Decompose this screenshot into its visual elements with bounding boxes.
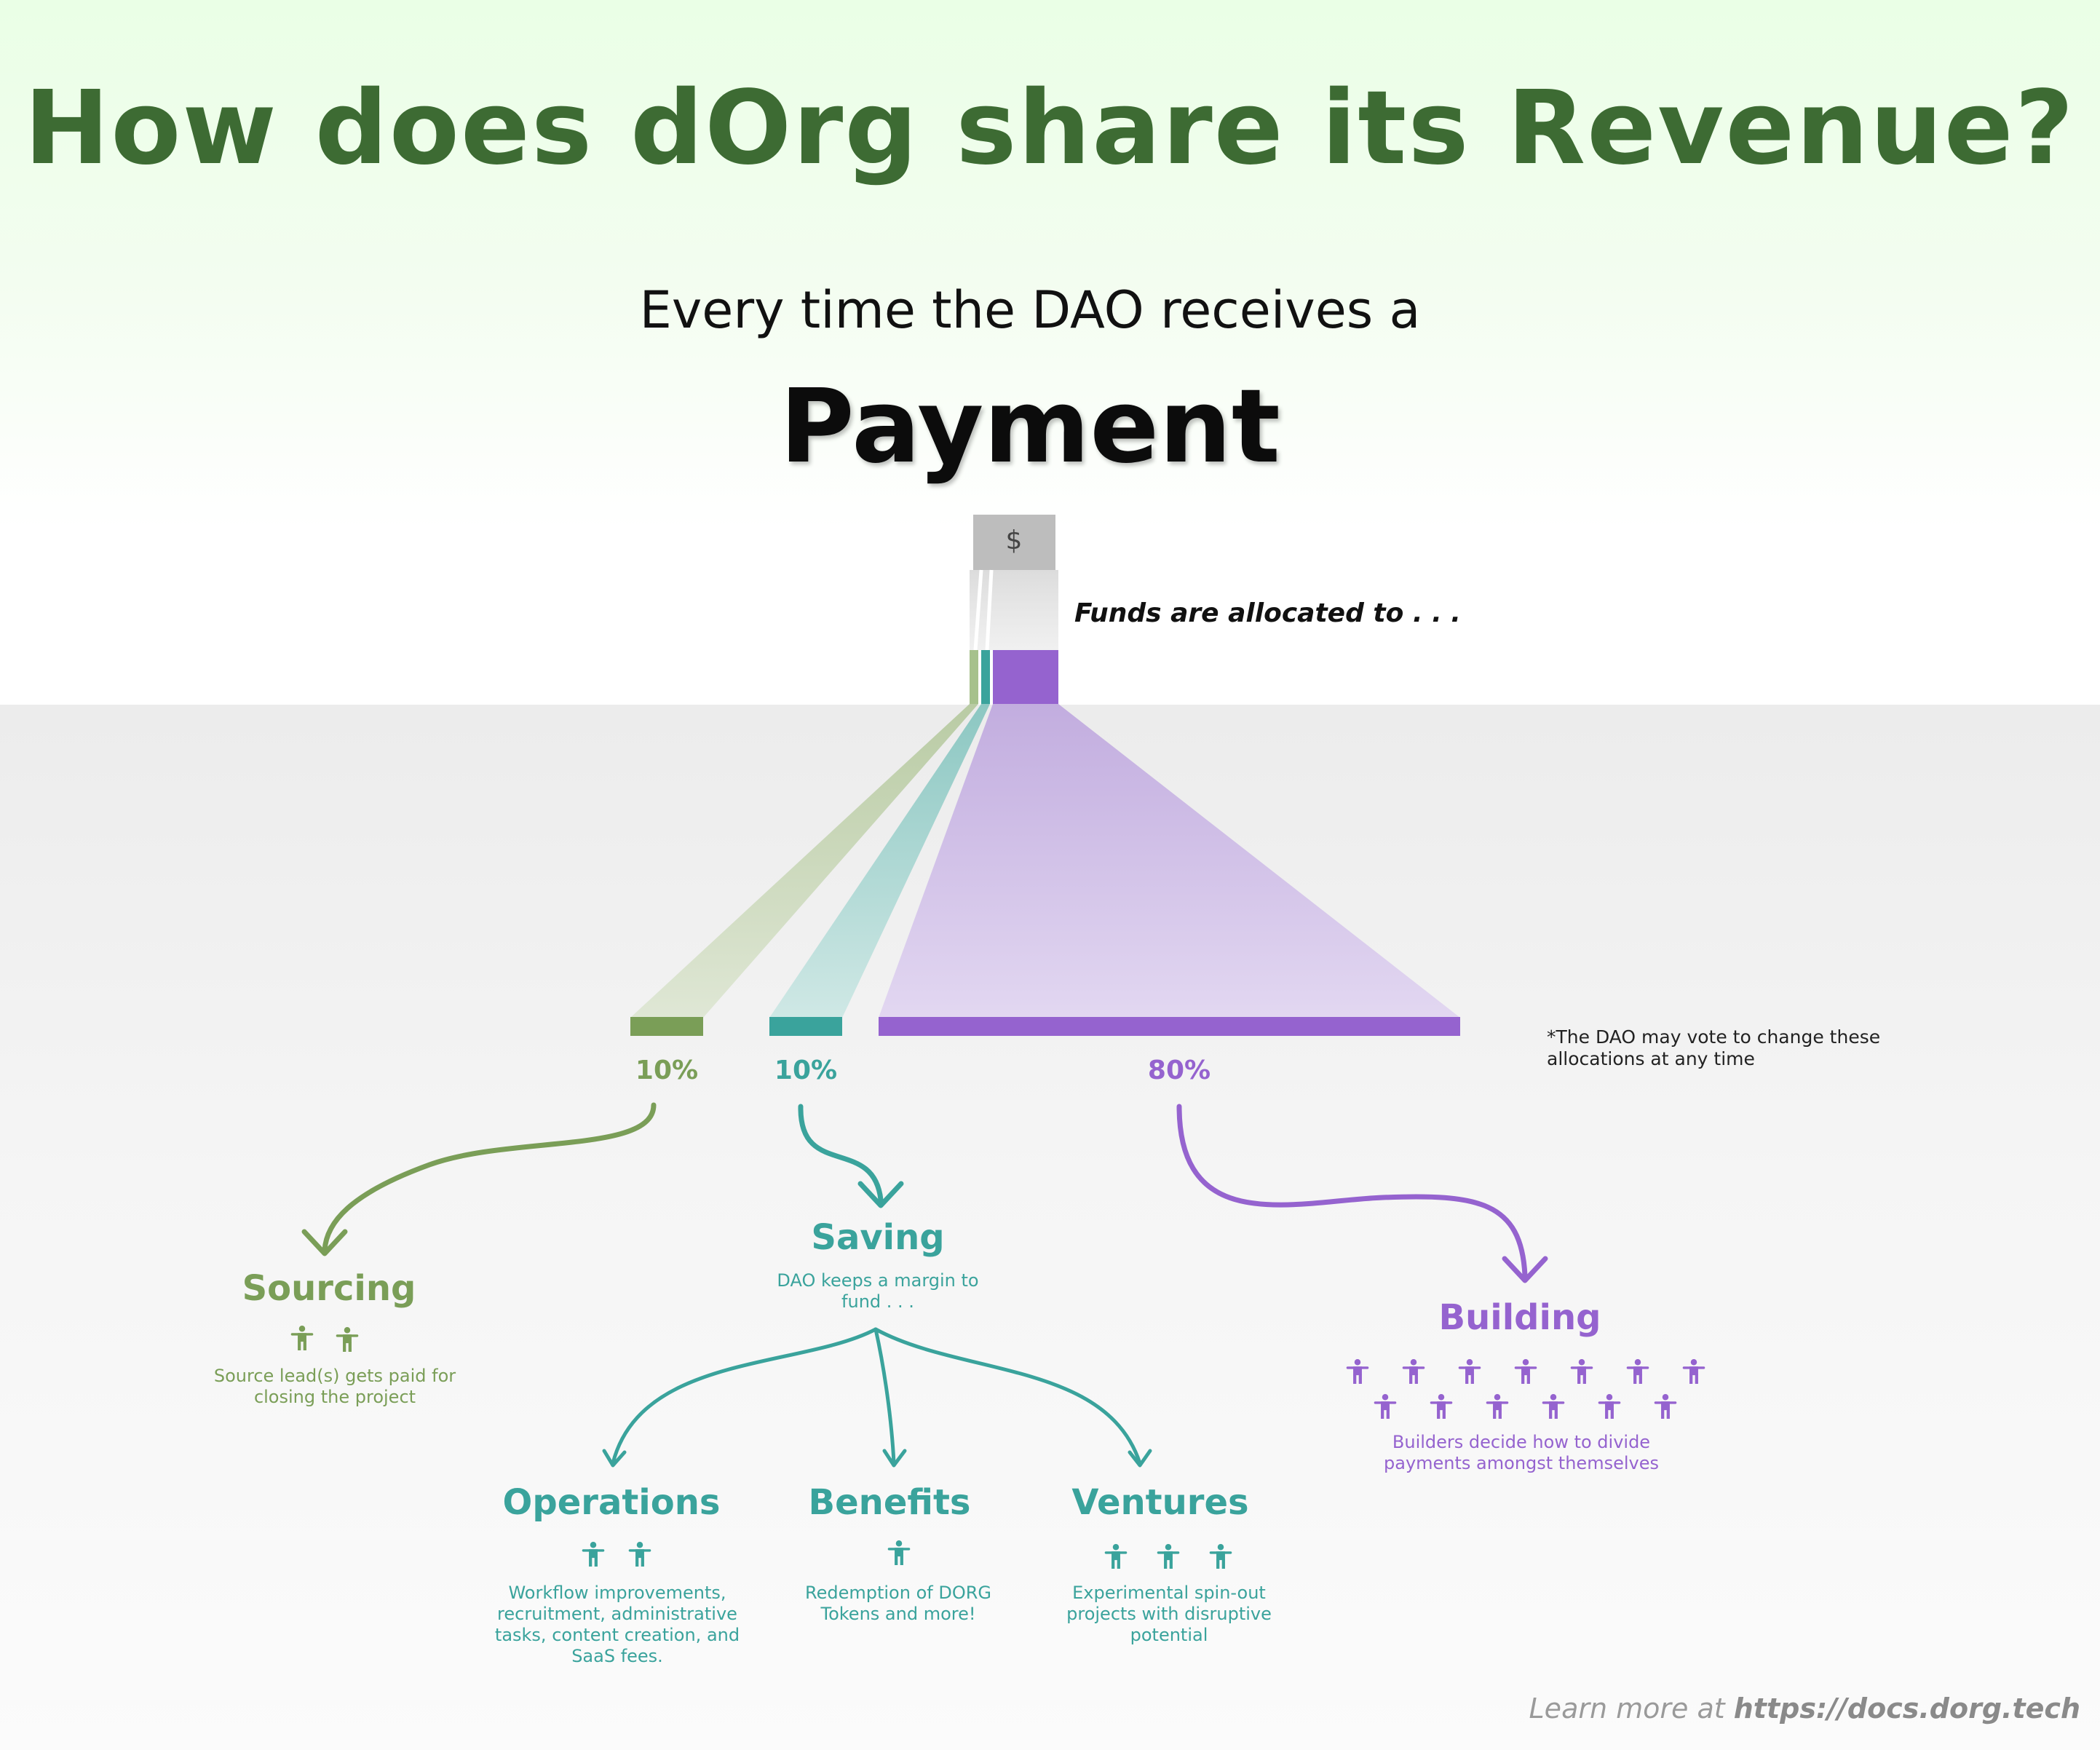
bar-sourcing bbox=[630, 1017, 703, 1036]
footer-learn-more: Learn more at https://docs.dorg.tech bbox=[1529, 1692, 2080, 1725]
person-icon bbox=[1570, 1359, 1593, 1384]
subtitle: Every time the DAO receives a bbox=[639, 280, 1421, 340]
person-icon bbox=[1346, 1359, 1369, 1384]
person-icon bbox=[1374, 1394, 1397, 1419]
person-icon bbox=[1654, 1394, 1677, 1419]
arrowhead-building bbox=[1502, 1256, 1548, 1283]
flow-saving bbox=[769, 704, 990, 1018]
footer-prefix: Learn more at bbox=[1529, 1692, 1734, 1725]
person-icon bbox=[1626, 1359, 1649, 1384]
docs-link[interactable]: https://docs.dorg.tech bbox=[1733, 1692, 2080, 1725]
percent-building: 80% bbox=[1147, 1056, 1211, 1085]
branch-to-operations bbox=[611, 1327, 878, 1465]
operations-description: Workflow improvements, recruitment, admi… bbox=[494, 1583, 740, 1666]
ventures-people bbox=[1104, 1544, 1232, 1569]
operations-people bbox=[582, 1542, 651, 1567]
person-icon bbox=[1598, 1394, 1621, 1419]
flow-building bbox=[879, 704, 1460, 1018]
branch-to-benefits bbox=[873, 1327, 896, 1465]
building-title: Building bbox=[1438, 1297, 1601, 1338]
stem-divider bbox=[973, 569, 983, 651]
bar-saving bbox=[769, 1017, 842, 1036]
person-icon bbox=[887, 1540, 911, 1565]
arrowhead-operations bbox=[602, 1449, 627, 1468]
split-bar-building bbox=[993, 650, 1058, 704]
bar-building bbox=[879, 1017, 1460, 1036]
split-bar-saving bbox=[981, 650, 990, 704]
arrowhead-sourcing bbox=[301, 1229, 348, 1256]
benefits-title: Benefits bbox=[808, 1482, 971, 1523]
arrowhead-saving bbox=[857, 1181, 904, 1208]
building-people bbox=[1346, 1359, 1705, 1419]
source-block bbox=[973, 515, 1055, 570]
saving-description: DAO keeps a margin to fund . . . bbox=[777, 1270, 979, 1312]
sourcing-title: Sourcing bbox=[242, 1268, 416, 1309]
percent-sourcing: 10% bbox=[635, 1056, 699, 1085]
person-icon bbox=[1682, 1359, 1705, 1384]
arrow-to-saving bbox=[798, 1104, 884, 1203]
person-icon bbox=[1514, 1359, 1537, 1384]
ventures-description: Experimental spin-out projects with disr… bbox=[1066, 1583, 1272, 1645]
person-icon bbox=[628, 1542, 651, 1567]
building-description: Builders decide how to divide payments a… bbox=[1384, 1432, 1659, 1473]
person-icon bbox=[1458, 1359, 1481, 1384]
person-icon bbox=[1209, 1544, 1232, 1569]
person-icon bbox=[1430, 1394, 1453, 1419]
arrow-to-sourcing bbox=[322, 1102, 657, 1254]
person-icon bbox=[582, 1542, 605, 1567]
footnote: *The DAO may vote to change these alloca… bbox=[1547, 1026, 1881, 1069]
source-stem bbox=[970, 570, 1058, 650]
stem-divider bbox=[985, 569, 994, 651]
arrowhead-ventures bbox=[1128, 1449, 1152, 1468]
ventures-title: Ventures bbox=[1071, 1482, 1249, 1523]
person-icon bbox=[1104, 1544, 1128, 1569]
person-icon bbox=[1542, 1394, 1565, 1419]
split-bar-sourcing bbox=[970, 650, 978, 704]
dollar-icon: $ bbox=[1005, 526, 1023, 555]
funds-allocated-label: Funds are allocated to . . . bbox=[1074, 598, 1461, 628]
sourcing-people bbox=[290, 1326, 359, 1352]
benefits-people bbox=[887, 1540, 911, 1565]
person-icon bbox=[1157, 1544, 1180, 1569]
person-icon bbox=[1402, 1359, 1425, 1384]
operations-title: Operations bbox=[502, 1482, 721, 1523]
arrow-to-building bbox=[1176, 1104, 1528, 1278]
benefits-description: Redemption of DORG Tokens and more! bbox=[805, 1583, 991, 1624]
percent-saving: 10% bbox=[774, 1056, 838, 1085]
sourcing-description: Source lead(s) gets paid for closing the… bbox=[213, 1366, 456, 1407]
arrowhead-benefits bbox=[882, 1449, 907, 1468]
flow-sourcing bbox=[630, 704, 978, 1018]
person-icon bbox=[1486, 1394, 1509, 1419]
branch-to-ventures bbox=[873, 1327, 1142, 1465]
person-icon bbox=[290, 1326, 314, 1350]
person-icon bbox=[336, 1327, 359, 1352]
saving-title: Saving bbox=[811, 1217, 945, 1258]
page-title: How does dOrg share its Revenue? bbox=[24, 69, 2075, 188]
payment-heading: Payment bbox=[780, 368, 1280, 486]
